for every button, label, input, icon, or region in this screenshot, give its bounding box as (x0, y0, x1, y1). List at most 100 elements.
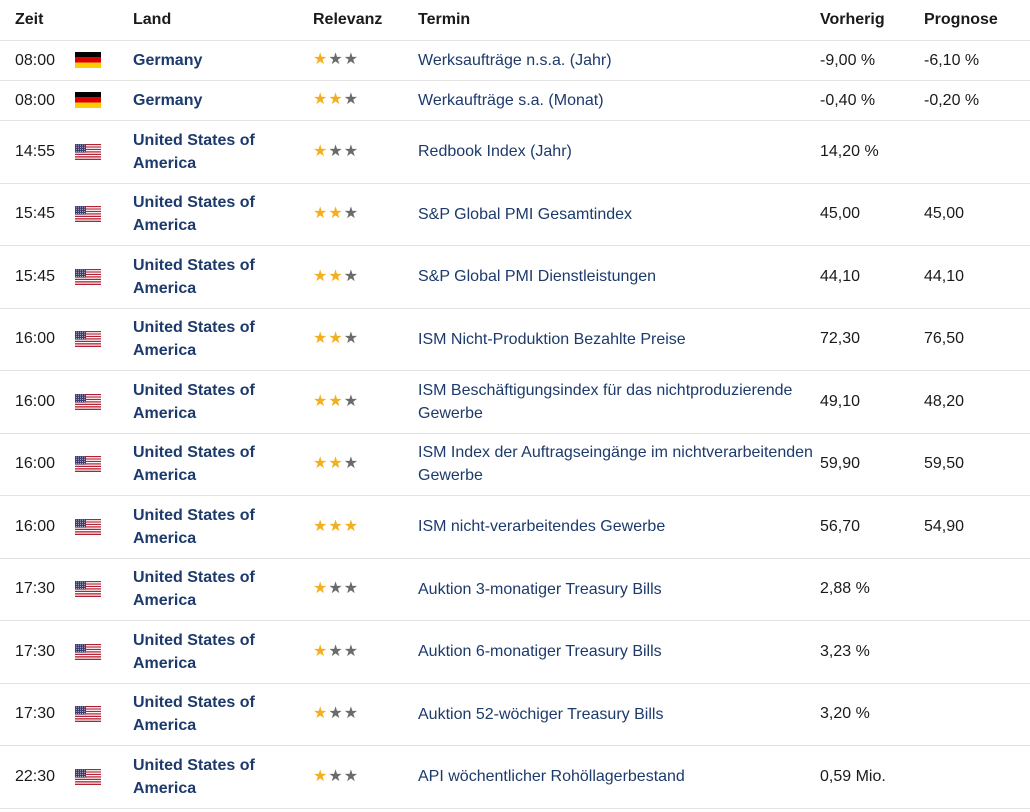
flag-cell (75, 370, 133, 434)
previous-value: 72,30 (820, 308, 924, 371)
star-icon: ★ (343, 142, 359, 160)
column-header-forecast[interactable]: Prognose (924, 0, 1030, 41)
star-icon: ★ (343, 392, 359, 410)
event-link[interactable]: Auktion 52-wöchiger Treasury Bills (418, 683, 820, 746)
column-header-previous[interactable]: Vorherig (820, 0, 924, 41)
star-icon: ★ (343, 767, 359, 785)
event-time: 16:00 (0, 370, 75, 434)
event-link[interactable]: S&P Global PMI Dienstleistungen (418, 245, 820, 309)
star-icon: ★ (343, 580, 359, 598)
country-link[interactable]: United States of America (133, 495, 313, 559)
country-link[interactable]: United States of America (133, 308, 313, 371)
table-body: 08:00 Germany ★ ★ ★ Werksaufträge n.s.a. (… (0, 40, 1030, 809)
star-icon: ★ (328, 142, 343, 160)
event-link[interactable]: Auktion 3-monatiger Treasury Bills (418, 558, 820, 621)
flag-cell (75, 183, 133, 246)
relevance-cell: ★ ★ ★ (313, 683, 418, 746)
forecast-value: 54,90 (924, 495, 1030, 559)
relevance-cell: ★ ★ ★ (313, 620, 418, 684)
relevance-stars: ★ ★ ★ (313, 331, 358, 347)
relevance-stars: ★ ★ ★ (313, 392, 359, 410)
event-link[interactable]: API wöchentlicher Rohöllagerbestand (418, 745, 820, 809)
event-time: 14:55 (0, 120, 75, 184)
country-link[interactable]: Germany (133, 40, 313, 81)
column-header-event[interactable]: Termin (418, 0, 820, 41)
previous-value: 56,70 (820, 495, 924, 559)
event-link[interactable]: Auktion 6-monatiger Treasury Bills (418, 620, 820, 684)
event-time: 16:00 (0, 433, 75, 496)
table-row: 16:00 United States of America ★ ★ ★ ISM I… (0, 433, 1030, 496)
table-row: 08:00 Germany ★ ★ ★ Werksaufträge n.s.a. (… (0, 40, 1030, 81)
us-flag-icon (75, 643, 101, 660)
table-header-row: Zeit Land Relevanz Termin Vorherig Progn… (0, 0, 1030, 41)
table-row: 22:30 United States of America ★ ★ ★ API w… (0, 745, 1030, 809)
us-flag-icon (75, 268, 101, 285)
relevance-stars: ★ ★ ★ (313, 517, 359, 535)
country-link[interactable]: United States of America (133, 245, 313, 309)
relevance-stars: ★ ★ ★ (313, 206, 358, 222)
flag-cell (75, 433, 133, 496)
star-icon: ★ (343, 205, 359, 223)
country-link[interactable]: Germany (133, 80, 313, 121)
relevance-stars: ★ ★ ★ (313, 581, 358, 597)
star-icon: ★ (343, 330, 359, 348)
star-icon: ★ (343, 455, 359, 473)
previous-value: 14,20 % (820, 120, 924, 184)
previous-value: 3,20 % (820, 683, 924, 746)
us-flag-icon (75, 456, 101, 473)
forecast-value (924, 683, 1030, 746)
country-link[interactable]: United States of America (133, 745, 313, 809)
star-icon: ★ (328, 580, 343, 598)
relevance-stars: ★ ★ ★ (313, 456, 358, 472)
relevance-stars: ★ ★ ★ (313, 92, 358, 108)
star-icon: ★ (328, 91, 343, 109)
us-flag-icon (75, 518, 101, 535)
star-icon: ★ (313, 392, 328, 410)
forecast-value (924, 120, 1030, 184)
country-link[interactable]: United States of America (133, 120, 313, 184)
table-row: 08:00 Germany ★ ★ ★ Werkaufträge s.a. (Mon… (0, 80, 1030, 121)
event-link[interactable]: ISM Beschäftigungsindex für das nichtpro… (418, 370, 820, 434)
star-icon: ★ (328, 51, 343, 69)
event-link[interactable]: ISM Index der Auftragseingänge im nichtv… (418, 433, 820, 496)
us-flag-icon (75, 393, 101, 410)
country-link[interactable]: United States of America (133, 558, 313, 621)
star-icon: ★ (313, 267, 328, 285)
column-header-time[interactable]: Zeit (0, 0, 75, 41)
flag-cell (75, 558, 133, 621)
event-time: 08:00 (0, 40, 75, 81)
event-time: 16:00 (0, 308, 75, 371)
us-flag-icon (75, 581, 101, 598)
event-link[interactable]: ISM nicht-verarbeitendes Gewerbe (418, 495, 820, 559)
column-header-country[interactable]: Land (133, 0, 313, 41)
event-time: 17:30 (0, 683, 75, 746)
star-icon: ★ (313, 142, 328, 160)
event-link[interactable]: Redbook Index (Jahr) (418, 120, 820, 184)
star-icon: ★ (328, 642, 343, 660)
star-icon: ★ (328, 455, 343, 473)
country-link[interactable]: United States of America (133, 370, 313, 434)
column-header-relevance[interactable]: Relevanz (313, 0, 418, 41)
previous-value: 3,23 % (820, 620, 924, 684)
country-link[interactable]: United States of America (133, 183, 313, 246)
event-time: 15:45 (0, 183, 75, 246)
de-flag-icon (75, 92, 101, 109)
star-icon: ★ (313, 580, 328, 598)
country-link[interactable]: United States of America (133, 620, 313, 684)
relevance-cell: ★ ★ ★ (313, 495, 418, 559)
event-link[interactable]: Werksaufträge n.s.a. (Jahr) (418, 40, 820, 81)
forecast-value (924, 558, 1030, 621)
event-link[interactable]: ISM Nicht-Produktion Bezahlte Preise (418, 308, 820, 371)
event-time: 08:00 (0, 80, 75, 121)
event-link[interactable]: S&P Global PMI Gesamtindex (418, 183, 820, 246)
flag-cell (75, 308, 133, 371)
star-icon: ★ (343, 517, 359, 535)
country-link[interactable]: United States of America (133, 683, 313, 746)
event-link[interactable]: Werkaufträge s.a. (Monat) (418, 80, 820, 121)
previous-value: -0,40 % (820, 80, 924, 121)
flag-cell (75, 683, 133, 746)
star-icon: ★ (313, 91, 328, 109)
country-link[interactable]: United States of America (133, 433, 313, 496)
table-row: 17:30 United States of America ★ ★ ★ Aukti… (0, 620, 1030, 684)
